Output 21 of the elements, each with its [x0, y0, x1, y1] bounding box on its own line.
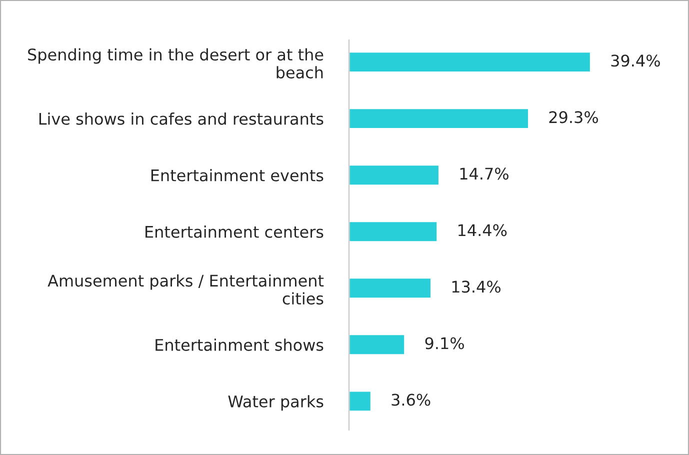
y-tick-label: Entertainment events [151, 169, 324, 182]
y-tick-label: Entertainment shows [156, 338, 324, 351]
data-label: 14.4% [458, 224, 507, 236]
bar [349, 334, 406, 356]
bar [349, 220, 438, 242]
data-label: 29.3% [549, 111, 598, 124]
y-tick-label: Amusement parks / Entertainment cities [48, 274, 324, 305]
y-tick-label: Spending time in the desert or at the beach [28, 48, 324, 78]
y-tick-label: Live shows in cafes and restaurants [39, 112, 324, 125]
data-label: 9.1% [425, 337, 464, 350]
bar [349, 164, 440, 186]
data-label: 3.6% [392, 394, 430, 406]
bar [349, 277, 432, 299]
y-tick-label: Entertainment centers [146, 226, 324, 238]
bar [349, 51, 592, 73]
data-label: 13.4% [452, 280, 500, 293]
bar [349, 390, 372, 412]
data-label: 39.4% [611, 54, 660, 67]
y-tick-label: Water parks [228, 395, 324, 411]
bar [349, 108, 530, 130]
data-label: 14.7% [460, 168, 508, 180]
